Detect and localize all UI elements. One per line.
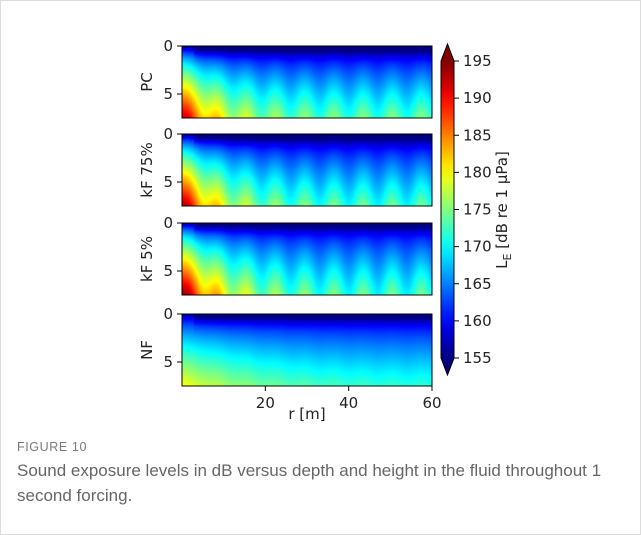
colorbar-extend-max	[441, 44, 454, 61]
colorbar-tick-label: 170	[463, 238, 492, 256]
heatmap-field	[182, 134, 432, 206]
y-tick-label: 5	[163, 353, 173, 371]
colorbar-title-subscript: E	[501, 253, 514, 260]
y-tick-label: 0	[163, 37, 173, 55]
colorbar-tick-label: 180	[463, 163, 492, 181]
heatmap-field	[182, 46, 432, 118]
y-tick-label: 0	[163, 125, 173, 143]
colorbar-tick-label: 160	[463, 312, 492, 330]
x-tick-label: 20	[256, 394, 275, 412]
figure-caption: Sound exposure levels in dB versus depth…	[17, 461, 602, 505]
panel-kf-75-: 0 5 kF 75%	[138, 125, 433, 207]
colorbar-tick-label: 165	[463, 275, 492, 293]
panel-border	[181, 133, 433, 207]
colorbar-gradient	[441, 61, 454, 358]
y-tick-label: 5	[163, 85, 173, 103]
panel-border	[181, 45, 433, 119]
colorbar-tick-label: 190	[463, 89, 492, 107]
panel-nf: 0 5 NF	[138, 305, 433, 387]
y-tick-label: 0	[163, 305, 173, 323]
panel-label: NF	[138, 340, 156, 360]
panel-label: kF 5%	[138, 236, 156, 282]
colorbar-extend-min	[441, 358, 454, 375]
colorbar-tick-label: 195	[463, 52, 492, 70]
y-tick-label: 5	[163, 262, 173, 280]
colorbar-title-suffix: [dB re 1 μPa]	[493, 151, 511, 253]
panel-border	[181, 313, 433, 387]
figure-chart: 0 5 PC 0 5 kF 75% 0 5 kF 5% 0 5 NF 20 40 60 r [m] 155…	[138, 37, 514, 423]
x-tick-label: 40	[339, 394, 358, 412]
heatmap-panels: 0 5 PC 0 5 kF 75% 0 5 kF 5% 0 5 NF	[138, 37, 433, 387]
panel-label: PC	[138, 72, 156, 92]
x-axis-title: r [m]	[288, 405, 325, 423]
colorbar: 155 160 165 170 175 180 185 190 195	[440, 42, 492, 377]
colorbar-tick-label: 185	[463, 126, 492, 144]
colorbar-title-main: L	[493, 260, 511, 269]
colorbar-tick-label: 155	[463, 349, 492, 367]
y-tick-label: 0	[163, 214, 173, 232]
x-axis: 20 40 60	[256, 386, 442, 412]
figure-label: FIGURE 10	[17, 440, 87, 454]
heatmap-field	[182, 314, 432, 386]
panel-pc: 0 5 PC	[138, 37, 433, 119]
panel-label: kF 75%	[138, 142, 156, 197]
heatmap-field	[182, 223, 432, 295]
panel-kf-5-: 0 5 kF 5%	[138, 214, 433, 296]
colorbar-tick-label: 175	[463, 201, 492, 219]
x-tick-label: 60	[422, 394, 441, 412]
y-tick-label: 5	[163, 173, 173, 191]
panel-border	[181, 222, 433, 296]
colorbar-title: LE [dB re 1 μPa]	[493, 151, 514, 269]
